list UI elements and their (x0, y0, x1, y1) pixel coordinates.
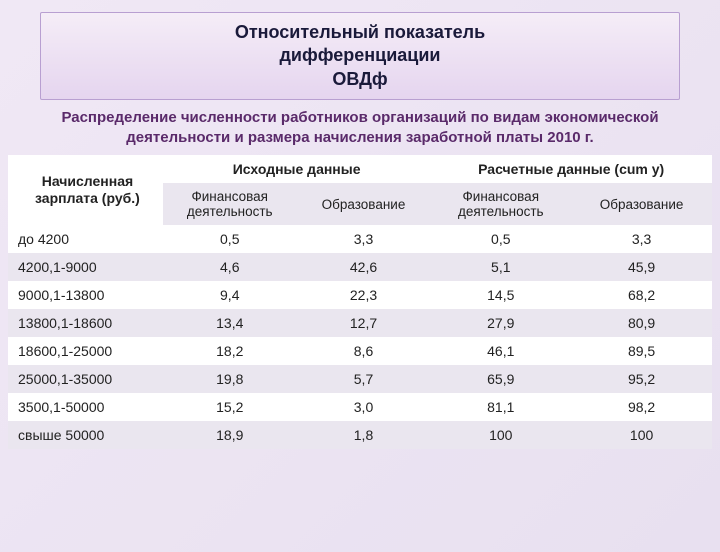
cell-label: 4200,1-9000 (8, 253, 163, 281)
cell-value: 0,5 (163, 225, 297, 253)
cell-value: 100 (430, 421, 571, 449)
table-row: 4200,1-9000 4,6 42,6 5,1 45,9 (8, 253, 712, 281)
table-row: 13800,1-18600 13,4 12,7 27,9 80,9 (8, 309, 712, 337)
cell-label: 13800,1-18600 (8, 309, 163, 337)
col-salary-header: Начисленная зарплата (руб.) (8, 155, 163, 225)
cell-value: 14,5 (430, 281, 571, 309)
cell-value: 18,9 (163, 421, 297, 449)
cell-value: 5,7 (297, 365, 431, 393)
cell-value: 8,6 (297, 337, 431, 365)
col-group-source: Исходные данные (163, 155, 431, 183)
title-line-2: дифференциации (53, 44, 667, 67)
cell-value: 1,8 (297, 421, 431, 449)
cell-value: 65,9 (430, 365, 571, 393)
cell-label: 9000,1-13800 (8, 281, 163, 309)
cell-value: 42,6 (297, 253, 431, 281)
col-edu-1: Образование (297, 183, 431, 225)
cell-value: 27,9 (430, 309, 571, 337)
data-table: Начисленная зарплата (руб.) Исходные дан… (8, 155, 712, 449)
cell-value: 3,0 (297, 393, 431, 421)
title-panel: Относительный показатель дифференциации … (40, 12, 680, 100)
cell-value: 9,4 (163, 281, 297, 309)
table-row: до 4200 0,5 3,3 0,5 3,3 (8, 225, 712, 253)
cell-label: 18600,1-25000 (8, 337, 163, 365)
table-row: свыше 50000 18,9 1,8 100 100 (8, 421, 712, 449)
cell-value: 68,2 (571, 281, 712, 309)
cell-value: 18,2 (163, 337, 297, 365)
cell-value: 45,9 (571, 253, 712, 281)
cell-value: 19,8 (163, 365, 297, 393)
cell-label: до 4200 (8, 225, 163, 253)
cell-value: 89,5 (571, 337, 712, 365)
cell-value: 0,5 (430, 225, 571, 253)
cell-label: свыше 50000 (8, 421, 163, 449)
cell-value: 46,1 (430, 337, 571, 365)
cell-value: 12,7 (297, 309, 431, 337)
cell-value: 80,9 (571, 309, 712, 337)
table-row: 25000,1-35000 19,8 5,7 65,9 95,2 (8, 365, 712, 393)
cell-value: 95,2 (571, 365, 712, 393)
title-line-3: ОВДф (53, 68, 667, 91)
cell-value: 15,2 (163, 393, 297, 421)
col-fin-1: Финансовая деятельность (163, 183, 297, 225)
cell-value: 4,6 (163, 253, 297, 281)
cell-value: 13,4 (163, 309, 297, 337)
col-fin-2: Финансовая деятельность (430, 183, 571, 225)
table-row: 18600,1-25000 18,2 8,6 46,1 89,5 (8, 337, 712, 365)
cell-value: 81,1 (430, 393, 571, 421)
cell-value: 100 (571, 421, 712, 449)
cell-label: 25000,1-35000 (8, 365, 163, 393)
cell-value: 98,2 (571, 393, 712, 421)
table-row: 9000,1-13800 9,4 22,3 14,5 68,2 (8, 281, 712, 309)
col-group-calc: Расчетные данные (cum y) (430, 155, 712, 183)
cell-value: 3,3 (571, 225, 712, 253)
cell-value: 22,3 (297, 281, 431, 309)
cell-value: 3,3 (297, 225, 431, 253)
cell-value: 5,1 (430, 253, 571, 281)
title-line-1: Относительный показатель (53, 21, 667, 44)
col-edu-2: Образование (571, 183, 712, 225)
table-body: до 4200 0,5 3,3 0,5 3,3 4200,1-9000 4,6 … (8, 225, 712, 449)
subtitle: Распределение численности работников орг… (24, 108, 696, 147)
table-row: 3500,1-50000 15,2 3,0 81,1 98,2 (8, 393, 712, 421)
cell-label: 3500,1-50000 (8, 393, 163, 421)
